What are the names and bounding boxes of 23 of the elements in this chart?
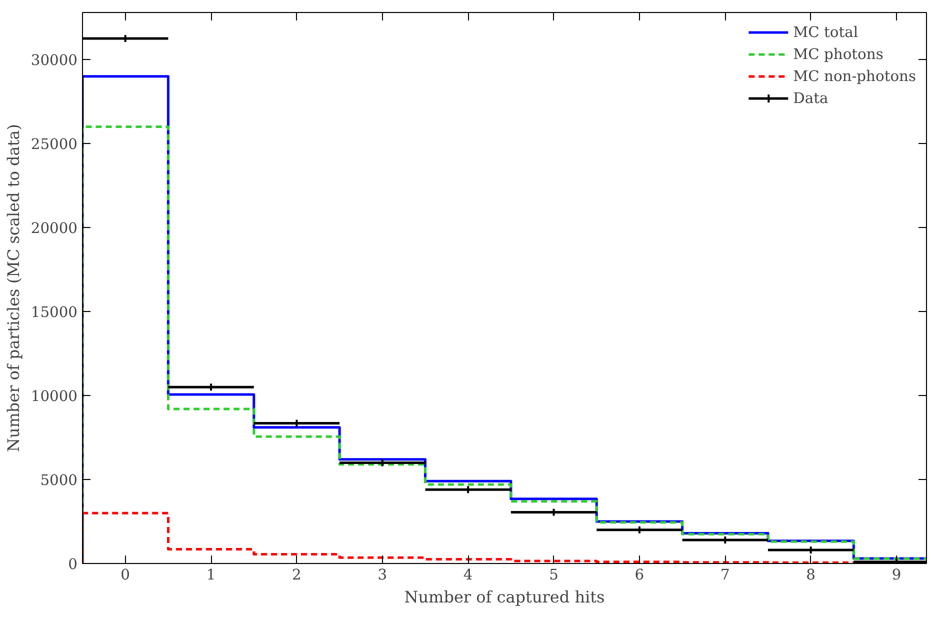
y-tick-label: 15000 <box>30 304 78 322</box>
x-tick-label: 4 <box>463 566 473 584</box>
legend-label: Data <box>793 90 828 106</box>
y-tick-label: 20000 <box>30 220 78 238</box>
y-tick-label: 0 <box>68 556 78 573</box>
y-tick-label: 10000 <box>30 388 78 406</box>
x-tick-label: 2 <box>292 566 302 584</box>
x-tick-label: 5 <box>549 566 558 584</box>
y-tick-label: 25000 <box>30 136 78 154</box>
x-tick-label: 1 <box>206 566 216 584</box>
x-axis-title: Number of captured hits <box>404 588 605 606</box>
y-axis-title: Number of particles (MC scaled to data) <box>4 124 23 452</box>
x-tick-label: 9 <box>892 566 902 584</box>
x-tick-label: 7 <box>720 566 730 584</box>
y-tick-label: 30000 <box>30 52 78 70</box>
legend-label: MC photons <box>793 46 884 62</box>
legend-label: MC non-photons <box>793 68 916 84</box>
legend-label: MC total <box>793 24 858 40</box>
x-tick-label: 8 <box>806 566 816 584</box>
y-tick-label: 5000 <box>40 472 78 490</box>
x-tick-label: 6 <box>634 566 644 584</box>
x-tick-label: 3 <box>378 566 388 584</box>
x-tick-label: 0 <box>120 566 130 584</box>
